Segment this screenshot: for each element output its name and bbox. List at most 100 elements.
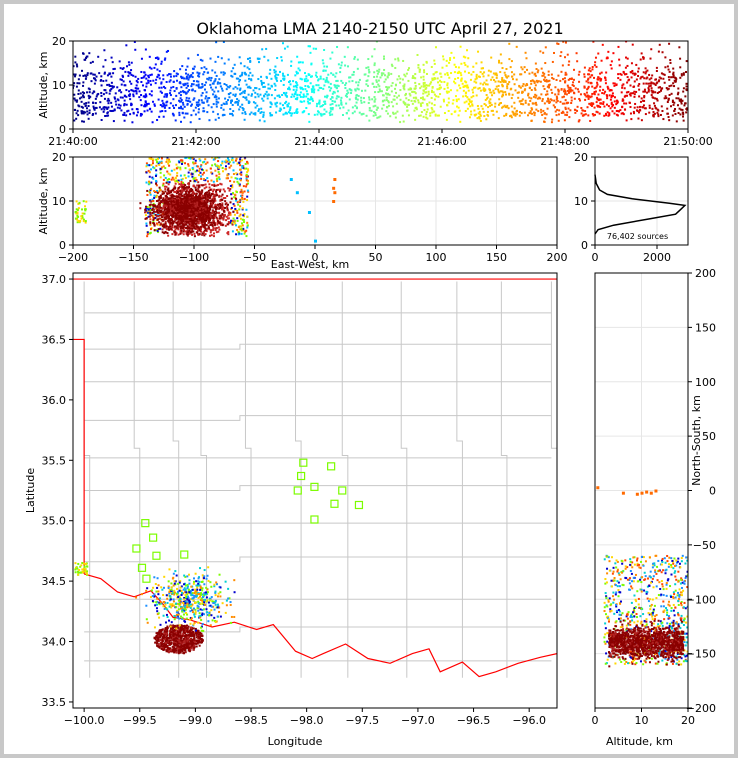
time-altitude-source-point	[446, 84, 449, 87]
time-altitude-source-point	[365, 83, 368, 86]
time-altitude-source-point	[262, 111, 265, 114]
east-west-source-point	[204, 224, 207, 227]
east-west-source-point	[165, 200, 168, 203]
east-west-source-point	[152, 222, 155, 225]
time-altitude-source-point	[282, 77, 285, 80]
time-altitude-source-point	[650, 94, 653, 97]
time-altitude-source-point	[220, 71, 223, 74]
east-west-source-point	[246, 162, 249, 165]
time-altitude-source-point	[129, 113, 132, 116]
time-altitude-source-point	[111, 61, 114, 64]
time-altitude-source-point	[276, 94, 279, 97]
time-altitude-source-point	[428, 84, 431, 87]
time-altitude-source-point	[554, 86, 557, 89]
east-west-source-point	[176, 203, 179, 206]
time-altitude-source-point	[274, 103, 277, 106]
east-west-source-point	[167, 234, 170, 237]
time-altitude-source-point	[135, 108, 138, 111]
time-altitude-source-point	[619, 78, 622, 81]
time-altitude-source-point	[393, 98, 396, 101]
east-west-source-point	[205, 196, 208, 199]
time-altitude-source-point	[491, 109, 494, 112]
time-altitude-source-point	[232, 110, 235, 113]
time-altitude-source-point	[132, 93, 135, 96]
time-altitude-source-point	[644, 107, 647, 110]
east-west-source-point	[175, 221, 178, 224]
time-altitude-source-point	[100, 91, 103, 94]
east-west-source-point	[234, 207, 237, 210]
east-west-source-point	[213, 222, 216, 225]
time-altitude-source-point	[341, 81, 344, 84]
time-altitude-source-point	[284, 111, 287, 114]
east-west-source-point	[204, 209, 207, 212]
time-altitude-source-point	[174, 119, 177, 122]
time-altitude-source-point	[680, 98, 683, 101]
time-altitude-source-point	[585, 80, 588, 83]
time-altitude-source-point	[225, 88, 228, 91]
time-altitude-source-point	[435, 95, 438, 98]
time-altitude-source-point	[569, 88, 572, 91]
time-altitude-source-point	[366, 79, 369, 82]
east-west-source-point	[156, 211, 159, 214]
time-altitude-source-point	[74, 75, 77, 78]
time-altitude-source-point	[113, 109, 116, 112]
time-altitude-source-point	[609, 107, 612, 110]
time-altitude-source-point	[313, 91, 316, 94]
east-west-source-point	[217, 207, 220, 210]
time-altitude-source-point	[501, 83, 504, 86]
east-west-source-point	[199, 202, 202, 205]
east-west-source-point	[242, 185, 245, 188]
time-altitude-source-point	[670, 84, 673, 87]
east-west-source-point	[188, 232, 191, 235]
time-altitude-source-point	[82, 94, 85, 97]
time-altitude-source-point	[603, 92, 606, 95]
east-west-source-point	[200, 164, 203, 167]
east-west-source-point	[213, 206, 216, 209]
time-altitude-source-point	[74, 73, 77, 76]
time-altitude-source-point	[214, 78, 217, 81]
time-altitude-source-point	[520, 99, 523, 102]
time-altitude-source-point	[142, 76, 145, 79]
time-altitude-source-point	[269, 68, 272, 71]
time-altitude-source-point	[627, 79, 630, 82]
time-altitude-source-point	[485, 97, 488, 100]
time-altitude-source-point	[667, 116, 670, 119]
time-altitude-source-point	[442, 58, 445, 61]
time-altitude-source-point	[546, 107, 549, 110]
time-altitude-source-point	[135, 84, 138, 87]
east-west-source-point	[238, 208, 241, 211]
east-west-source-point	[247, 190, 250, 193]
time-altitude-source-point	[296, 55, 299, 58]
time-altitude-source-point	[553, 106, 556, 109]
east-west-source-point	[179, 214, 182, 217]
east-west-source-point	[169, 204, 172, 207]
time-altitude-source-point	[214, 118, 217, 121]
time-altitude-source-point	[495, 74, 498, 77]
east-west-source-point	[240, 225, 243, 228]
time-altitude-source-point	[422, 85, 425, 88]
time-altitude-source-point	[414, 87, 417, 90]
time-altitude-source-point	[222, 73, 225, 76]
time-altitude-source-point	[184, 68, 187, 71]
time-altitude-source-point	[596, 81, 599, 84]
time-altitude-source-point	[469, 78, 472, 81]
time-altitude-source-point	[559, 79, 562, 82]
time-altitude-source-point	[658, 79, 661, 82]
time-altitude-source-point	[544, 62, 547, 65]
time-altitude-source-point	[434, 46, 437, 49]
time-altitude-source-point	[88, 91, 91, 94]
time-altitude-source-point	[97, 55, 100, 58]
time-altitude-source-point	[375, 41, 378, 43]
time-altitude-source-point	[155, 78, 158, 81]
time-altitude-source-point	[305, 95, 308, 98]
time-altitude-source-point	[562, 78, 565, 81]
east-west-source-point	[181, 177, 184, 180]
time-altitude-source-point	[195, 103, 198, 106]
east-west-source-point	[170, 201, 173, 204]
time-altitude-source-point	[453, 63, 456, 66]
time-altitude-source-point	[373, 48, 376, 51]
east-west-source-point	[207, 219, 210, 222]
east-west-source-point	[165, 228, 168, 231]
time-altitude-source-point	[322, 62, 325, 65]
time-altitude-source-point	[122, 75, 125, 78]
